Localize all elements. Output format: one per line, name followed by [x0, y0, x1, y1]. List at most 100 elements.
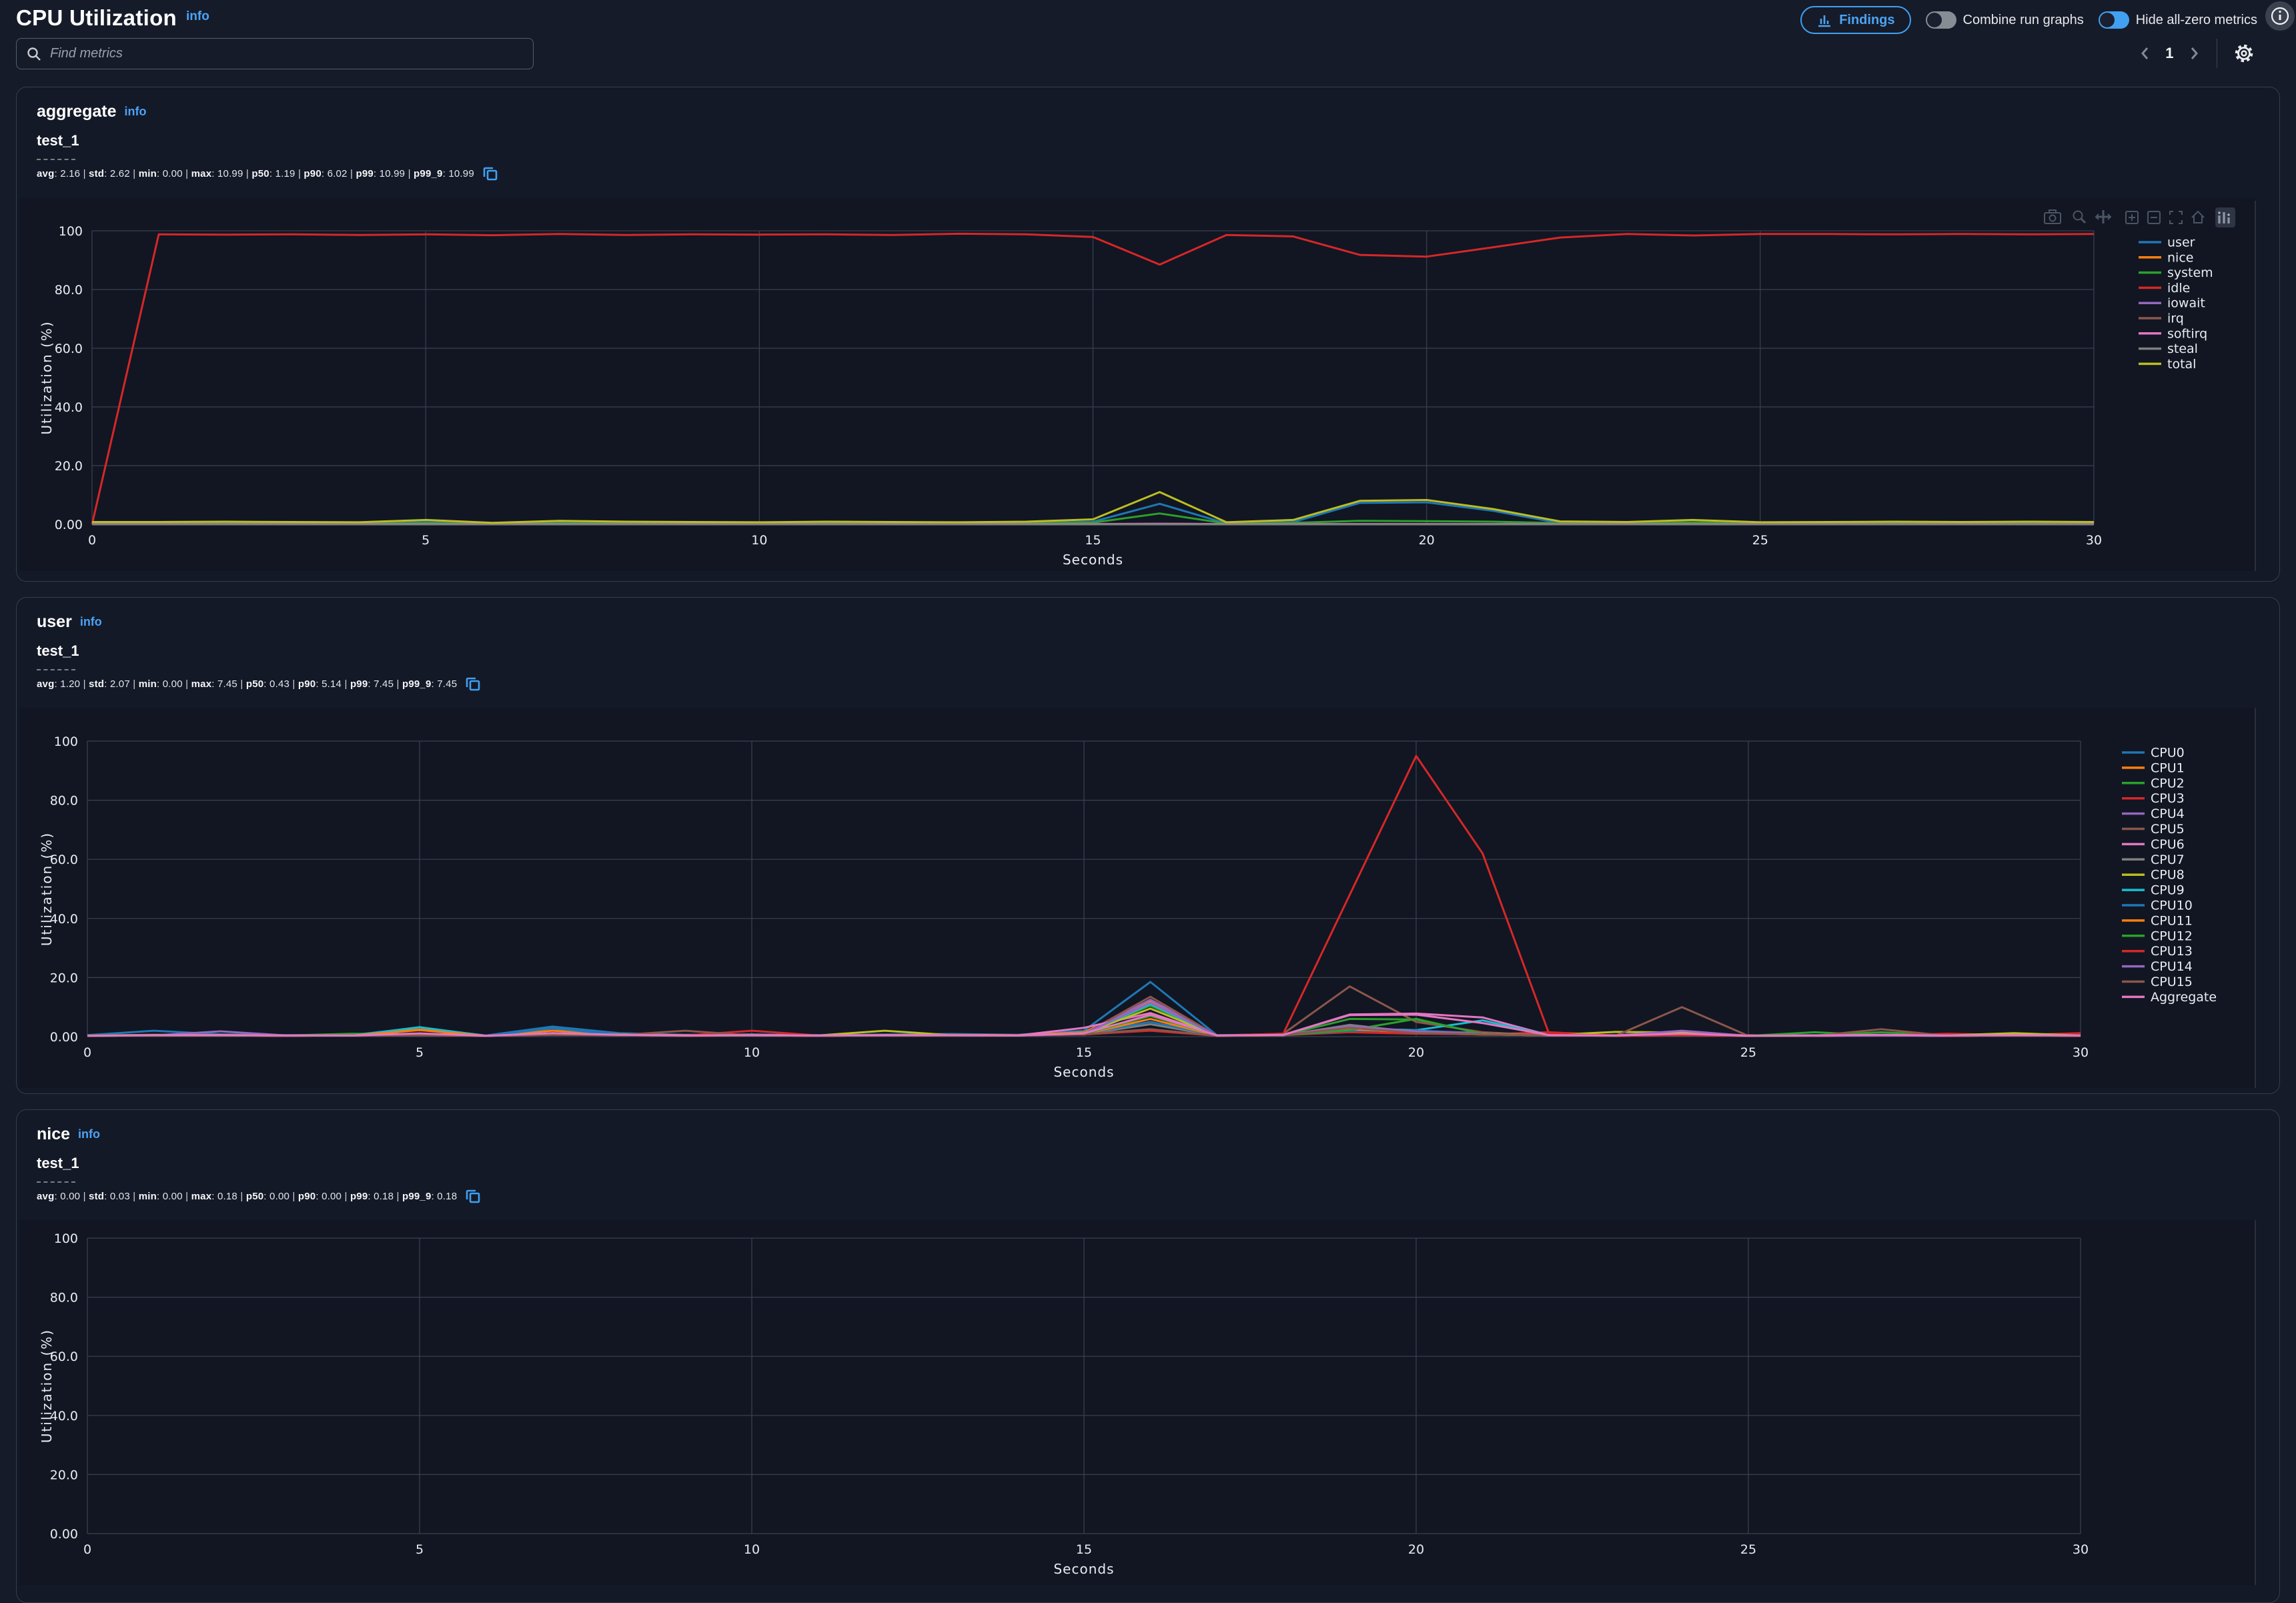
x-axis-title: Seconds [1053, 1064, 1114, 1080]
copy-stats-icon[interactable] [465, 1188, 481, 1204]
svg-text:iowait: iowait [2167, 296, 2205, 311]
prev-page-button[interactable] [2139, 46, 2152, 61]
reset-axes-icon [2191, 210, 2205, 223]
metric-info-link[interactable]: info [124, 105, 147, 118]
svg-text:5: 5 [416, 1045, 424, 1060]
svg-text:100: 100 [54, 1231, 78, 1246]
zoom-in-icon [2125, 211, 2139, 224]
svg-text:steal: steal [2167, 342, 2198, 356]
svg-text:20: 20 [1419, 533, 1435, 548]
zoom-out-icon [2147, 211, 2161, 224]
settings-gear-button[interactable] [2233, 43, 2255, 64]
combine-run-graphs-toggle[interactable] [1925, 11, 1956, 29]
zoom-icon [2073, 210, 2087, 224]
svg-text:25: 25 [1740, 1045, 1756, 1060]
metric-panel-nice: nice info test_1 avg: 0.00 | std: 0.03 |… [16, 1109, 2280, 1603]
metric-info-link[interactable]: info [79, 615, 102, 628]
svg-text:CPU6: CPU6 [2151, 837, 2185, 852]
svg-text:0.00: 0.00 [50, 1030, 78, 1045]
svg-text:15: 15 [1076, 1542, 1092, 1557]
page-number: 1 [2165, 45, 2174, 61]
svg-text:5: 5 [422, 533, 430, 548]
svg-text:10: 10 [744, 1542, 760, 1557]
svg-text:25: 25 [1752, 533, 1768, 548]
svg-text:CPU13: CPU13 [2151, 944, 2193, 959]
autoscale-icon [2169, 211, 2183, 224]
svg-text:CPU15: CPU15 [2151, 975, 2193, 989]
svg-text:0: 0 [83, 1542, 91, 1557]
run-separator [37, 159, 75, 160]
svg-text:user: user [2167, 235, 2195, 250]
svg-text:15: 15 [1076, 1045, 1092, 1060]
search-box[interactable] [16, 38, 534, 69]
help-button[interactable] [2265, 1, 2295, 31]
page-title: CPU Utilization [16, 5, 177, 30]
metric-panel-user: user info test_1 avg: 1.20 | std: 2.07 |… [16, 597, 2280, 1094]
svg-text:CPU4: CPU4 [2151, 807, 2185, 821]
run-separator [37, 1181, 75, 1183]
next-page-button[interactable] [2187, 46, 2201, 61]
chart-canvas-user[interactable]: 0.00 20.0 40.0 60.0 80.0 100 0 5 10 15 20 25 30 Secon… [17, 691, 2281, 1105]
metric-panel-aggregate: aggregate info test_1 avg: 2.16 | std: 2… [16, 87, 2280, 582]
hide-all-zero-metrics-toggle[interactable] [2098, 11, 2129, 29]
svg-text:CPU0: CPU0 [2151, 746, 2185, 760]
svg-text:CPU3: CPU3 [2151, 791, 2185, 806]
svg-text:0: 0 [83, 1045, 91, 1060]
svg-text:system: system [2167, 265, 2213, 280]
legend[interactable]: CPU0CPU1CPU2CPU3CPU4CPU5CPU6CPU7CPU8CPU9… [2122, 746, 2217, 1005]
plot-background [19, 1220, 2255, 1585]
camera-icon [2044, 209, 2061, 224]
search-icon [26, 46, 42, 62]
series-total [92, 491, 2095, 524]
svg-text:30: 30 [2073, 1542, 2089, 1557]
svg-text:CPU9: CPU9 [2151, 883, 2185, 898]
svg-text:CPU10: CPU10 [2151, 899, 2193, 913]
svg-text:nice: nice [2167, 250, 2193, 265]
metric-title: user [37, 612, 72, 631]
y-axis-title: Utilization (%) [39, 1329, 55, 1443]
svg-text:25: 25 [1740, 1542, 1756, 1557]
findings-button[interactable]: Findings [1800, 6, 1911, 34]
svg-text:80.0: 80.0 [50, 1291, 78, 1305]
svg-text:CPU2: CPU2 [2151, 776, 2185, 790]
svg-text:40.0: 40.0 [55, 400, 83, 415]
svg-text:40.0: 40.0 [50, 912, 78, 927]
svg-text:100: 100 [54, 734, 78, 749]
hide-all-zero-metrics-label: Hide all-zero metrics [2135, 12, 2257, 27]
metric-stats: avg: 1.20 | std: 2.07 | min: 0.00 | max:… [37, 678, 458, 690]
legend[interactable]: usernicesystemidleiowaitirqsoftirqstealt… [2139, 235, 2213, 372]
svg-text:CPU12: CPU12 [2151, 929, 2193, 943]
run-label: test_1 [37, 132, 79, 149]
combine-run-graphs-label: Combine run graphs [1962, 12, 2084, 27]
findings-chart-icon [1816, 12, 1832, 28]
svg-text:20: 20 [1408, 1542, 1424, 1557]
svg-text:20: 20 [1408, 1045, 1424, 1060]
svg-text:total: total [2167, 357, 2196, 372]
svg-text:60.0: 60.0 [55, 342, 83, 356]
svg-text:CPU7: CPU7 [2151, 853, 2185, 867]
pager-divider [2216, 39, 2217, 68]
svg-text:80.0: 80.0 [55, 283, 83, 298]
svg-text:0: 0 [88, 533, 96, 548]
chart-canvas-aggregate[interactable]: 0.00 20.0 40.0 60.0 80.0 100 0 5 10 15 20 25 30 Secon… [17, 181, 2281, 594]
copy-stats-icon[interactable] [482, 165, 498, 181]
svg-text:60.0: 60.0 [50, 853, 78, 867]
app-header: CPU Utilization info Findings Combine ru… [0, 0, 2296, 87]
svg-text:CPU11: CPU11 [2151, 913, 2193, 928]
metric-info-link[interactable]: info [78, 1127, 101, 1141]
toggle-knob [1926, 13, 1942, 27]
run-separator [37, 669, 75, 670]
y-axis-title: Utilization (%) [39, 832, 55, 946]
svg-text:idle: idle [2167, 281, 2190, 296]
search-input[interactable] [50, 39, 533, 69]
svg-text:100: 100 [59, 224, 83, 239]
copy-stats-icon[interactable] [465, 676, 481, 692]
modebar[interactable] [2044, 207, 2235, 227]
metric-title: nice [37, 1125, 71, 1143]
svg-text:20.0: 20.0 [50, 1468, 78, 1482]
run-label: test_1 [37, 642, 79, 659]
svg-text:30: 30 [2086, 533, 2102, 548]
page-info-link[interactable]: info [186, 9, 209, 23]
svg-text:15: 15 [1085, 533, 1101, 548]
